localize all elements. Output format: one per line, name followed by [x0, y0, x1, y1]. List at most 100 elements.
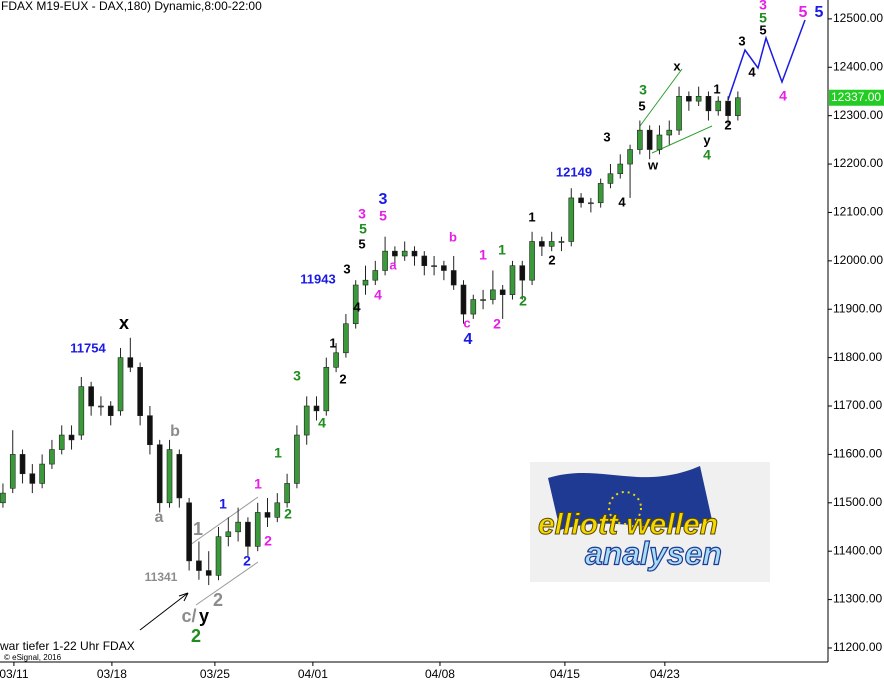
candle-body — [421, 255, 428, 266]
last-price-box — [829, 89, 884, 106]
wave-label: 3 — [639, 82, 647, 98]
wave-label: 11341 — [145, 570, 178, 584]
candle-body — [68, 434, 75, 441]
wave-label: 5 — [759, 22, 766, 37]
candle-body — [205, 570, 212, 576]
x-tick-label: 04/01 — [298, 667, 328, 681]
chart-title: FDAX M19-EUX - DAX,180) Dynamic,8:00-22:… — [1, 0, 262, 13]
wave-label: 5 — [358, 236, 365, 251]
wave-label: 1 — [528, 209, 535, 224]
footer-note: war tiefer 1-22 Uhr FDAX — [0, 639, 135, 653]
candle-body — [313, 405, 320, 412]
candle-body — [441, 265, 447, 271]
y-tick-label: 12200.00 — [833, 156, 883, 170]
wave-label: 2 — [191, 626, 201, 646]
candle-body — [686, 95, 692, 102]
candle-body — [107, 405, 114, 416]
channel-line — [189, 496, 259, 546]
candle-body — [127, 357, 134, 368]
wave-label: 11943 — [300, 271, 335, 286]
wave-label: 1 — [274, 445, 282, 461]
wave-label: x — [673, 58, 681, 73]
candle-body — [392, 250, 398, 257]
candle-body — [264, 512, 271, 518]
wave-label: b — [449, 229, 457, 244]
candle-body — [156, 444, 163, 504]
candle-body — [294, 434, 300, 484]
wave-label: 3 — [603, 129, 610, 144]
logo-flag — [548, 466, 712, 530]
wave-label: 4 — [703, 147, 711, 163]
candle-body — [176, 454, 183, 499]
wave-label: 4 — [374, 287, 382, 303]
wave-label: 5 — [799, 4, 808, 21]
candle-body — [254, 512, 261, 547]
wave-label: 3 — [343, 261, 350, 276]
candle-body — [470, 299, 477, 315]
wave-label: x — [119, 313, 129, 333]
candle-body — [372, 270, 379, 281]
wave-label: 5 — [359, 221, 367, 237]
last-price-label: 12337.00 — [831, 90, 881, 104]
wave-label: 1 — [329, 335, 336, 350]
candle-body — [725, 100, 731, 116]
wave-label: 2 — [213, 590, 223, 610]
wave-label: 4 — [353, 299, 361, 314]
logo-text: elliott wellen — [538, 508, 718, 541]
wave-label: 2 — [284, 506, 292, 522]
candle-body — [0, 492, 6, 504]
channel-line — [195, 561, 259, 606]
wave-label: 3 — [358, 206, 366, 222]
candle-body — [627, 149, 633, 165]
y-tick-label: 11600.00 — [833, 447, 882, 461]
candle-body — [362, 279, 369, 286]
candle-body — [245, 521, 251, 547]
wave-label: 2 — [493, 316, 501, 332]
wave-label: 1 — [479, 247, 487, 263]
wave-label: 5 — [638, 98, 645, 113]
candle-body — [166, 449, 173, 504]
wave-label: 4 — [779, 88, 787, 104]
x-tick-label: 04/15 — [550, 667, 580, 681]
x-tick-label: 03/11 — [0, 667, 29, 681]
candle-body — [323, 366, 330, 412]
candle-body — [460, 284, 467, 315]
candle-body — [333, 352, 339, 368]
y-tick-label: 11700.00 — [833, 398, 882, 412]
candle-body — [411, 250, 418, 257]
wave-label: 5 — [815, 4, 824, 21]
candle-body — [343, 323, 349, 354]
wave-label: 2 — [519, 293, 527, 309]
wave-label: 5 — [759, 10, 767, 26]
candle-body — [735, 97, 741, 116]
candle-body — [39, 463, 45, 484]
candle-body — [78, 386, 85, 436]
candle-body — [431, 265, 437, 267]
candle-body — [352, 284, 359, 325]
candle-body — [29, 473, 36, 484]
wave-label: 3 — [379, 191, 388, 208]
candle-body — [450, 270, 457, 286]
candle-body — [225, 531, 232, 537]
wave-label: w — [647, 157, 659, 172]
candle-body — [617, 163, 624, 175]
candle-body — [137, 366, 143, 416]
wave-label: 2 — [264, 533, 272, 549]
candle-body — [215, 536, 222, 576]
x-tick-label: 04/08 — [425, 667, 455, 681]
y-tick-label: 12400.00 — [833, 59, 883, 73]
candle-body — [58, 434, 65, 450]
y-tick-label: 12100.00 — [833, 205, 883, 219]
x-tick-label: 04/23 — [650, 667, 680, 681]
wave-label: 3 — [738, 33, 745, 48]
logo-stars — [608, 491, 642, 525]
y-tick-label: 11500.00 — [833, 495, 882, 509]
candle-body — [88, 386, 94, 407]
candle-body — [637, 129, 643, 150]
copyright: © eSignal, 2016 — [4, 653, 62, 662]
wave-label: 2 — [243, 553, 251, 569]
candle-body — [196, 560, 202, 571]
candle-body — [656, 134, 663, 150]
wave-label: a — [155, 509, 164, 526]
y-tick-label: 11800.00 — [833, 350, 882, 364]
